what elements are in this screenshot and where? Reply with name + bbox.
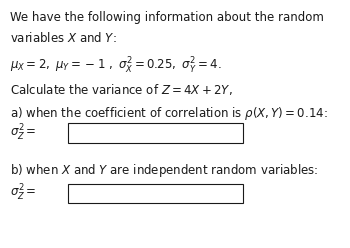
Text: variables $X$ and $Y$:: variables $X$ and $Y$: <box>10 31 117 45</box>
Text: $\sigma_Z^2 =$: $\sigma_Z^2 =$ <box>10 183 37 204</box>
Bar <box>68 123 243 143</box>
Text: a) when the coefficient of correlation is $\rho(X, Y) = 0.14$:: a) when the coefficient of correlation i… <box>10 105 328 123</box>
Text: $\mu_X = 2,\ \mu_Y = -1\ ,\ \sigma_X^2 = 0.25,\ \sigma_Y^2 = 4.$: $\mu_X = 2,\ \mu_Y = -1\ ,\ \sigma_X^2 =… <box>10 56 222 76</box>
Text: $\sigma_Z^2 =$: $\sigma_Z^2 =$ <box>10 123 37 143</box>
Text: We have the following information about the random: We have the following information about … <box>10 11 324 24</box>
Bar <box>68 184 243 203</box>
Text: b) when $X$ and $Y$ are independent random variables:: b) when $X$ and $Y$ are independent rand… <box>10 162 319 180</box>
Text: Calculate the variance of $Z = 4X + 2Y,$: Calculate the variance of $Z = 4X + 2Y,$ <box>10 82 233 97</box>
